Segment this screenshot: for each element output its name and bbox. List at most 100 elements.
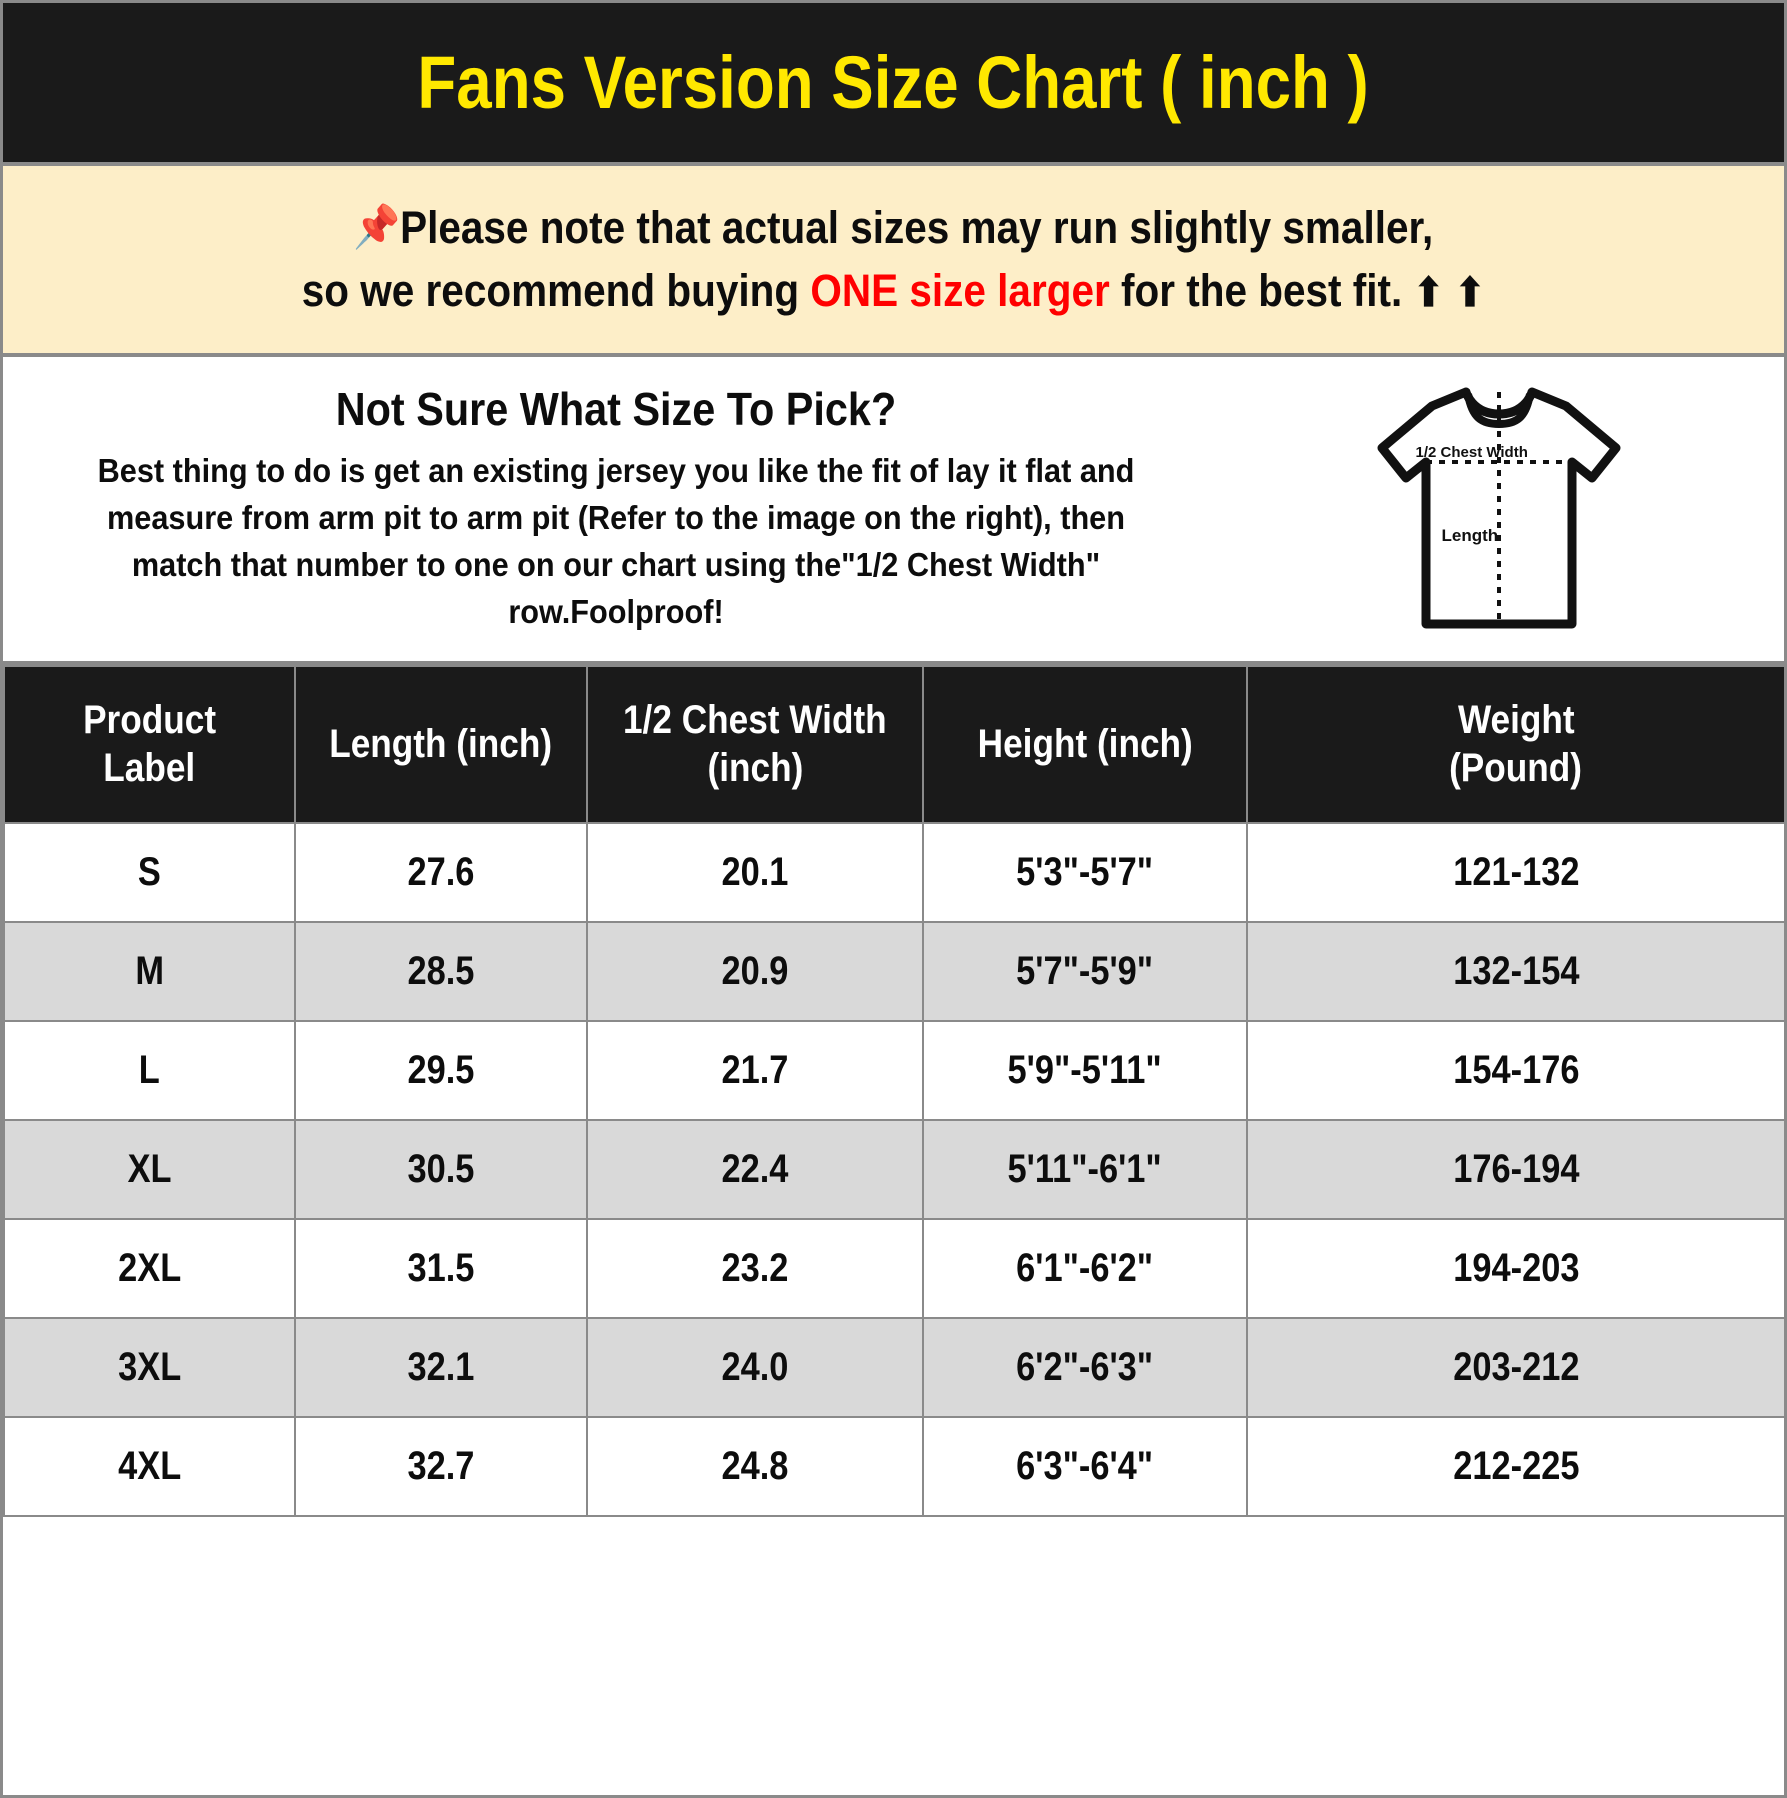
cell-value: 21.7 xyxy=(586,1020,924,1121)
cell-size-label: 2XL xyxy=(3,1218,296,1319)
table-row: M 28.5 20.9 5'7"-5'9" 132-154 xyxy=(3,921,1784,1022)
tshirt-diagram: 1/2 Chest Width Length xyxy=(1364,374,1654,644)
cell-value: 32.1 xyxy=(294,1317,588,1418)
cell-size-label: L xyxy=(3,1020,296,1121)
cell-text: 121-132 xyxy=(1452,850,1580,894)
cell-value: 31.5 xyxy=(294,1218,588,1319)
note-line-2: so we recommend buying ONE size larger f… xyxy=(302,260,1485,322)
cell-value: 5'3"-5'7" xyxy=(922,822,1248,923)
header-line: Label xyxy=(103,745,196,790)
pushpin-icon: 📌 xyxy=(353,203,401,251)
cell-text: 6'3"-6'4" xyxy=(1016,1444,1154,1488)
cell-size-label: M xyxy=(3,921,296,1022)
size-chart-table: Product Label Length (inch) 1/2 Chest Wi… xyxy=(3,665,1784,1517)
cell-text: 28.5 xyxy=(407,949,475,993)
cell-text: 132-154 xyxy=(1452,949,1580,993)
cell-text: 30.5 xyxy=(407,1147,475,1191)
help-heading: Not Sure What Size To Pick? xyxy=(335,383,897,436)
header-line: Length (inch) xyxy=(329,721,553,766)
cell-value: 28.5 xyxy=(294,921,588,1022)
cell-text: 20.1 xyxy=(721,850,789,894)
cell-text: 2XL xyxy=(117,1246,182,1290)
tshirt-icon xyxy=(1377,387,1620,629)
cell-text: 5'3"-5'7" xyxy=(1016,850,1154,894)
cell-value: 27.6 xyxy=(294,822,588,923)
tshirt-diagram-column: 1/2 Chest Width Length xyxy=(1233,357,1784,661)
cell-text: 24.8 xyxy=(721,1444,789,1488)
cell-text: 24.0 xyxy=(721,1345,789,1389)
help-body-line-1: Best thing to do is get an existing jers… xyxy=(97,452,1135,490)
note-line-1-text: Please note that actual sizes may run sl… xyxy=(400,202,1434,254)
help-body-line-2: measure from arm pit to arm pit (Refer t… xyxy=(106,499,1126,537)
cell-size-label: 4XL xyxy=(3,1416,296,1517)
header-line: Height (inch) xyxy=(977,721,1193,766)
cell-text: 6'1"-6'2" xyxy=(1016,1246,1154,1290)
column-header-weight: Weight (Pound) xyxy=(1246,665,1784,824)
help-body-line-3: match that number to one on our chart us… xyxy=(131,546,1101,583)
cell-value: 20.1 xyxy=(586,822,924,923)
cell-value: 24.8 xyxy=(586,1416,924,1517)
table-row: XL 30.5 22.4 5'11"-6'1" 176-194 xyxy=(3,1119,1784,1220)
cell-text: 20.9 xyxy=(721,949,789,993)
cell-text: 5'7"-5'9" xyxy=(1016,949,1154,993)
cell-text: 194-203 xyxy=(1452,1246,1580,1290)
cell-size-label: 3XL xyxy=(3,1317,296,1418)
header-line: (inch) xyxy=(707,745,803,790)
cell-text: 32.7 xyxy=(407,1444,475,1488)
cell-text: 23.2 xyxy=(721,1246,789,1290)
cell-value: 212-225 xyxy=(1246,1416,1784,1517)
table-row: L 29.5 21.7 5'9"-5'11" 154-176 xyxy=(3,1020,1784,1121)
note-emphasis: ONE size larger xyxy=(810,264,1110,316)
cell-text: 6'2"-6'3" xyxy=(1016,1345,1154,1389)
cell-text: XL xyxy=(127,1147,172,1191)
cell-text: 5'11"-6'1" xyxy=(1007,1147,1163,1191)
table-header: Product Label Length (inch) 1/2 Chest Wi… xyxy=(3,665,1784,824)
cell-text: 212-225 xyxy=(1452,1444,1580,1488)
cell-value: 20.9 xyxy=(586,921,924,1022)
cell-value: 22.4 xyxy=(586,1119,924,1220)
cell-text: 5'9"-5'11" xyxy=(1007,1048,1163,1092)
cell-text: 154-176 xyxy=(1452,1048,1580,1092)
note-line-2-prefix: so we recommend buying xyxy=(301,264,811,316)
column-header-height: Height (inch) xyxy=(922,665,1248,824)
cell-value: 194-203 xyxy=(1246,1218,1784,1319)
help-body: Best thing to do is get an existing jers… xyxy=(53,448,1178,635)
cell-value: 154-176 xyxy=(1246,1020,1784,1121)
cell-text: 22.4 xyxy=(721,1147,789,1191)
table-row: 4XL 32.7 24.8 6'3"-6'4" 212-225 xyxy=(3,1416,1784,1517)
chest-width-label: 1/2 Chest Width xyxy=(1415,444,1528,461)
cell-value: 6'3"-6'4" xyxy=(922,1416,1248,1517)
length-label: Length xyxy=(1441,526,1499,545)
cell-text: S xyxy=(138,850,161,894)
table-row: S 27.6 20.1 5'3"-5'7" 121-132 xyxy=(3,822,1784,923)
cell-value: 176-194 xyxy=(1246,1119,1784,1220)
up-arrow-icon-2: ⬆ xyxy=(1455,270,1486,315)
cell-value: 6'1"-6'2" xyxy=(922,1218,1248,1319)
cell-value: 5'9"-5'11" xyxy=(922,1020,1248,1121)
cell-text: 27.6 xyxy=(407,850,475,894)
up-arrow-icon-1: ⬆ xyxy=(1413,270,1444,315)
help-body-line-4: row.Foolproof! xyxy=(508,592,724,630)
cell-text: 21.7 xyxy=(721,1048,789,1092)
title-bar: Fans Version Size Chart ( inch ) xyxy=(3,3,1784,166)
table-row: 2XL 31.5 23.2 6'1"-6'2" 194-203 xyxy=(3,1218,1784,1319)
cell-value: 32.7 xyxy=(294,1416,588,1517)
column-header-product-label: Product Label xyxy=(3,665,296,824)
cell-value: 29.5 xyxy=(294,1020,588,1121)
cell-text: 203-212 xyxy=(1452,1345,1580,1389)
cell-text: 29.5 xyxy=(407,1048,475,1092)
header-line: 1/2 Chest Width xyxy=(623,698,887,743)
help-text-column: Not Sure What Size To Pick? Best thing t… xyxy=(3,382,1233,635)
header-line: Product xyxy=(83,698,216,743)
cell-size-label: S xyxy=(3,822,296,923)
table-body: S 27.6 20.1 5'3"-5'7" 121-132 M 28.5 20.9 5'7"-5… xyxy=(3,822,1784,1517)
cell-value: 203-212 xyxy=(1246,1317,1784,1418)
cell-value: 5'11"-6'1" xyxy=(922,1119,1248,1220)
table-header-row: Product Label Length (inch) 1/2 Chest Wi… xyxy=(3,665,1784,824)
cell-text: 4XL xyxy=(117,1444,182,1488)
cell-text: L xyxy=(138,1048,161,1092)
page-title: Fans Version Size Chart ( inch ) xyxy=(417,41,1370,124)
cell-text: 31.5 xyxy=(407,1246,475,1290)
cell-value: 24.0 xyxy=(586,1317,924,1418)
